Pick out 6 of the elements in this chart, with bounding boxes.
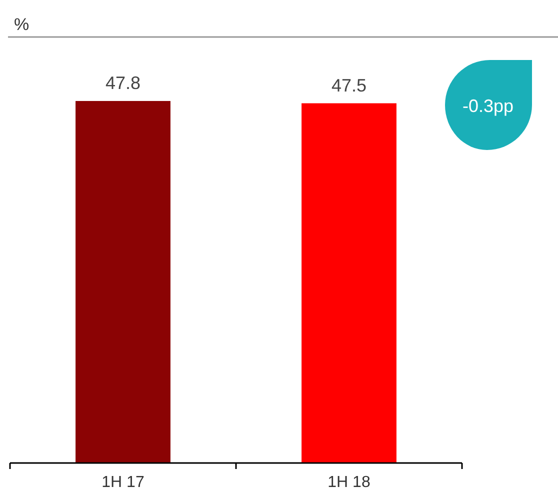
data-label: 47.8 — [105, 72, 141, 93]
data-label: 47.5 — [331, 75, 367, 96]
y-axis-title: % — [14, 15, 30, 34]
text: -0.3pp — [462, 96, 514, 116]
x-tick-label: 1H 17 — [102, 474, 144, 491]
x-tick-label: 1H 18 — [328, 474, 370, 491]
